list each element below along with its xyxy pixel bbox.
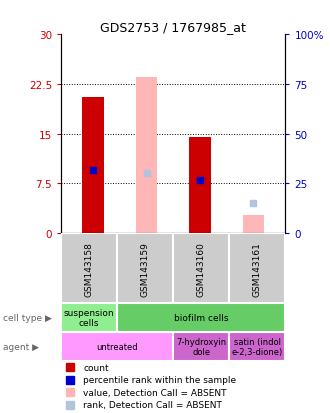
Bar (229, 233, 285, 304)
Text: biofilm cells: biofilm cells (174, 313, 229, 323)
Text: value, Detection Call = ABSENT: value, Detection Call = ABSENT (83, 388, 227, 397)
Text: agent ▶: agent ▶ (3, 342, 39, 351)
Bar (173, 233, 229, 304)
Text: satin (indol
e-2,3-dione): satin (indol e-2,3-dione) (232, 337, 283, 356)
Text: rank, Detection Call = ABSENT: rank, Detection Call = ABSENT (83, 400, 222, 409)
Text: suspension
cells: suspension cells (64, 309, 115, 328)
Text: GSM143160: GSM143160 (197, 241, 206, 296)
Text: 7-hydroxyin
dole: 7-hydroxyin dole (176, 337, 226, 356)
Text: cell type ▶: cell type ▶ (3, 313, 52, 323)
Text: GSM143158: GSM143158 (84, 241, 94, 296)
Text: untreated: untreated (96, 342, 138, 351)
Bar (117, 304, 285, 332)
Title: GDS2753 / 1767985_at: GDS2753 / 1767985_at (100, 21, 246, 34)
Bar (61, 233, 117, 304)
Bar (136, 78, 157, 233)
Text: percentile rank within the sample: percentile rank within the sample (83, 375, 237, 385)
Bar (61, 304, 117, 332)
Bar (243, 216, 264, 233)
Bar (173, 332, 229, 361)
Text: GSM143161: GSM143161 (253, 241, 262, 296)
Bar (189, 138, 211, 233)
Bar (117, 233, 173, 304)
Text: count: count (83, 363, 109, 372)
Bar (82, 98, 104, 233)
Bar (229, 332, 285, 361)
Text: GSM143159: GSM143159 (141, 241, 150, 296)
Bar (61, 332, 173, 361)
